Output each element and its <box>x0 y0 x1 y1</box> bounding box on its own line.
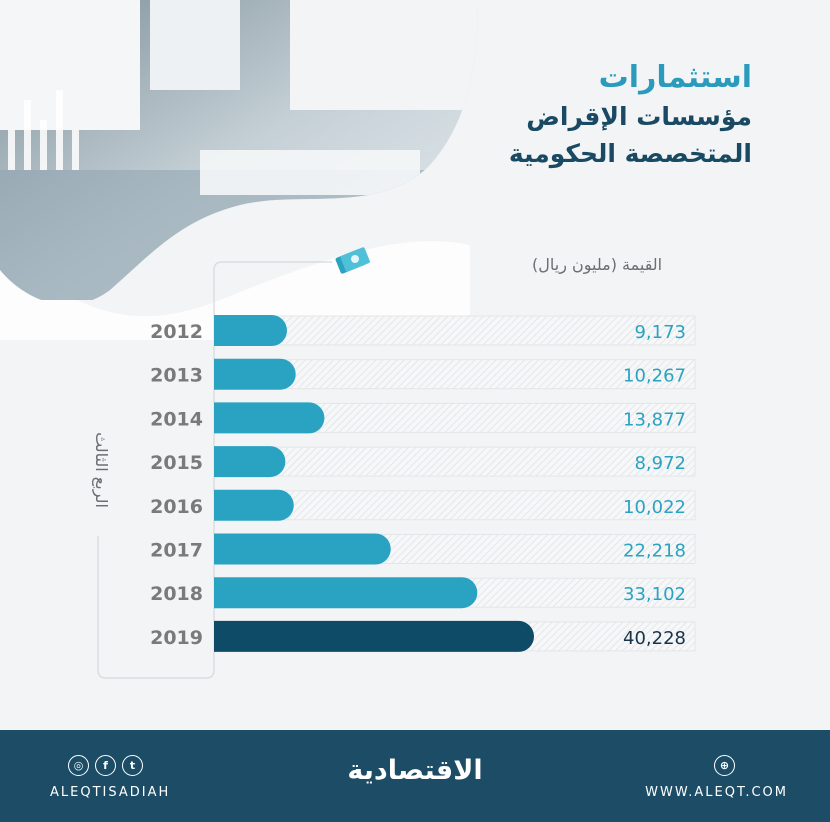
header-photo <box>0 0 478 340</box>
bar <box>214 315 287 346</box>
bar-chart: القيمة (مليون ريال) الربع الثالث 2012 9,1… <box>91 247 696 679</box>
value-label: 10,267 <box>623 366 686 387</box>
title-line-2: مؤسسات الإقراض <box>526 102 752 131</box>
x-axis-title: الربع الثالث <box>91 432 111 508</box>
category-label: 2018 <box>150 583 203 605</box>
facebook-icon[interactable]: f <box>95 755 116 776</box>
bar <box>214 446 286 478</box>
value-label: 40,228 <box>623 628 686 649</box>
bar-track <box>213 446 696 477</box>
bar <box>214 402 325 434</box>
footer-handle[interactable]: ALEQTISADIAH <box>50 785 171 800</box>
value-label: 8,972 <box>634 453 686 474</box>
money-icon <box>335 247 370 274</box>
category-label: 2014 <box>150 408 203 430</box>
category-label: 2015 <box>150 452 203 474</box>
globe-icon[interactable]: ⊕ <box>714 755 735 776</box>
bar <box>214 620 534 652</box>
instagram-icon[interactable]: ◎ <box>68 755 89 776</box>
category-label: 2013 <box>150 365 203 387</box>
value-label: 13,877 <box>623 409 686 430</box>
twitter-icon[interactable]: t <box>122 755 143 776</box>
footer-logo: الاقتصادية <box>347 755 483 786</box>
y-axis-title: القيمة (مليون ريال) <box>532 255 662 275</box>
title-line-3: المتخصصة الحكومية <box>508 139 752 168</box>
bar <box>214 577 478 609</box>
footer: ◎ f t ALEQTISADIAH الاقتصادية ⊕ WWW.ALEQ… <box>0 730 830 822</box>
title-line-1: استثمارات <box>598 60 752 95</box>
bar-track <box>213 490 696 521</box>
category-label: 2019 <box>150 627 203 649</box>
bars-group: 2012 9,173 2013 10,267 2014 13,877 2015 8,972 20… <box>150 315 696 652</box>
value-label: 10,022 <box>623 497 686 518</box>
category-label: 2012 <box>150 321 203 343</box>
value-label: 22,218 <box>623 541 686 562</box>
value-label: 9,173 <box>634 322 686 343</box>
bar <box>214 358 296 390</box>
chart-frame <box>97 261 332 679</box>
title-block: استثمارات مؤسسات الإقراض المتخصصة الحكوم… <box>352 58 752 172</box>
footer-url[interactable]: WWW.ALEQT.COM <box>645 785 788 800</box>
category-label: 2017 <box>150 540 203 562</box>
bar-track <box>213 315 696 346</box>
value-label: 33,102 <box>623 584 686 605</box>
bar <box>214 489 294 521</box>
category-label: 2016 <box>150 496 203 518</box>
bar <box>214 533 391 565</box>
